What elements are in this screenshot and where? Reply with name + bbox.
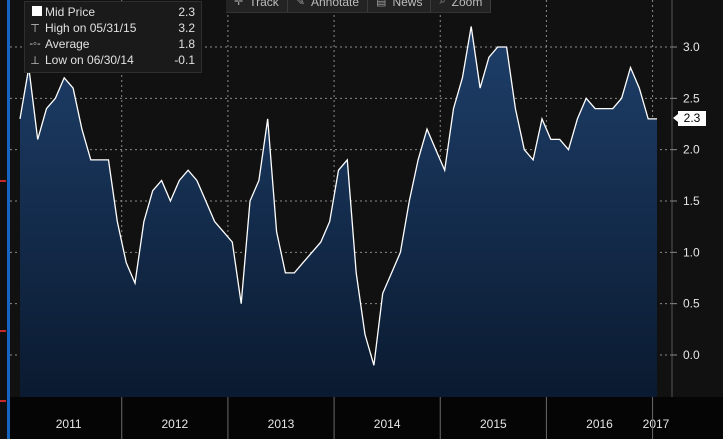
legend-label: High on 05/31/15 <box>45 21 137 35</box>
news-label: News <box>392 0 423 9</box>
legend-row-average[interactable]: -◦- Average 1.8 <box>25 36 201 52</box>
y-tick-label: 0.0 <box>683 348 700 362</box>
x-tick-label: 2012 <box>161 417 188 431</box>
series-swatch-icon <box>25 5 45 19</box>
series-line <box>19 26 657 366</box>
low-marker-icon: ⊥ <box>30 54 40 67</box>
news-button[interactable]: ▤ News <box>368 0 432 12</box>
legend-label: Average <box>45 37 90 51</box>
news-icon: ▤ <box>376 0 387 8</box>
legend-row-mid-price[interactable]: Mid Price 2.3 <box>25 4 201 20</box>
legend-label: Low on 06/30/14 <box>45 53 134 67</box>
track-label: Track <box>249 0 279 9</box>
chart-toolbar: ✛ Track ✎ Annotate ▤ News ⌕ Zoom <box>226 0 492 13</box>
x-tick-label: 2015 <box>480 417 507 431</box>
legend-row-high[interactable]: ⊤ High on 05/31/15 3.2 <box>25 20 201 36</box>
series-area <box>20 26 657 397</box>
y-tick-label: 2.0 <box>683 143 700 157</box>
average-marker-icon: -◦- <box>29 38 41 50</box>
legend-value: -0.1 <box>174 53 195 67</box>
legend-row-low[interactable]: ⊥ Low on 06/30/14 -0.1 <box>25 52 201 68</box>
x-axis: 2011 2012 2013 2014 2015 2016 2017 <box>10 397 723 439</box>
x-tick-label: 2014 <box>374 417 401 431</box>
annotate-button[interactable]: ✎ Annotate <box>288 0 369 12</box>
edge-marker <box>0 330 6 332</box>
y-tick-label: 1.0 <box>683 245 700 259</box>
high-marker-icon: ⊤ <box>30 22 40 35</box>
legend-label: Mid Price <box>45 5 96 19</box>
y-axis: 0.0 0.5 1.0 1.5 2.0 2.5 3.0 <box>671 0 700 397</box>
crosshair-icon: ✛ <box>234 0 244 8</box>
x-axis-band <box>10 397 723 439</box>
y-tick-label: 2.5 <box>683 91 700 105</box>
x-tick-label: 2017 <box>643 417 670 431</box>
zoom-button[interactable]: ⌕ Zoom <box>431 0 492 12</box>
left-accent-bar <box>7 0 10 439</box>
track-button[interactable]: ✛ Track <box>226 0 288 12</box>
y-tick-label: 0.5 <box>683 297 700 311</box>
edge-marker <box>0 180 6 182</box>
last-value-badge: 2.3 <box>673 111 706 126</box>
y-tick-label: 3.0 <box>683 40 700 54</box>
y-tick-label: 1.5 <box>683 194 700 208</box>
legend-value: 2.3 <box>178 5 195 19</box>
chart-legend[interactable]: Mid Price 2.3 ⊤ High on 05/31/15 3.2 -◦-… <box>24 1 202 73</box>
annotate-label: Annotate <box>311 0 360 9</box>
x-tick-label: 2013 <box>268 417 295 431</box>
left-panel-edge <box>0 0 10 439</box>
edge-marker <box>0 400 6 402</box>
zoom-label: Zoom <box>451 0 483 9</box>
legend-value: 3.2 <box>178 21 195 35</box>
x-tick-label: 2016 <box>586 417 613 431</box>
x-tick-label: 2011 <box>56 417 82 431</box>
legend-value: 1.8 <box>178 37 195 51</box>
pencil-icon: ✎ <box>295 0 305 8</box>
magnifier-icon: ⌕ <box>439 0 446 7</box>
